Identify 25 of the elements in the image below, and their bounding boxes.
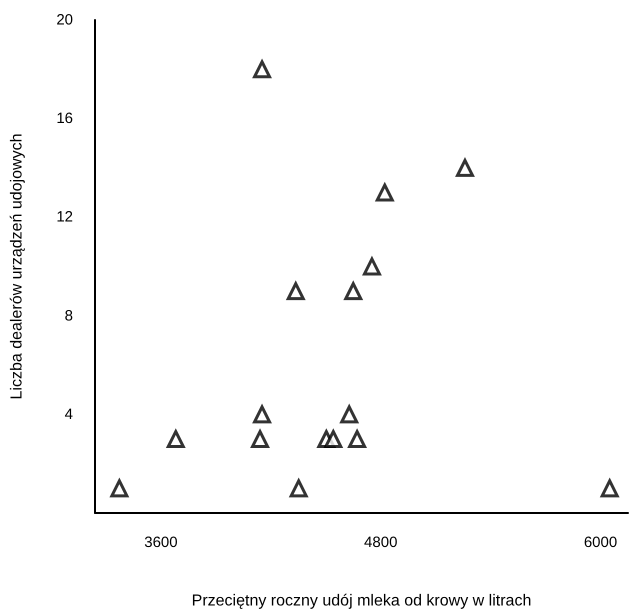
point (251, 430, 270, 448)
point (110, 479, 128, 498)
point (324, 430, 342, 448)
x-tick-label: 4800 (364, 534, 398, 551)
x-tick-label: 3600 (144, 534, 178, 551)
x-axis-title: Przeciętny roczny udój mleka od krowy w litrach (192, 592, 532, 610)
point (348, 430, 366, 448)
y-tick-label: 8 (64, 307, 73, 324)
point (362, 258, 381, 276)
point (600, 479, 619, 498)
y-tick-label: 20 (56, 12, 73, 28)
y-axis-title: Liczba dealerów urządzeń udojowych (8, 134, 26, 400)
y-tick-label: 16 (56, 110, 73, 128)
point (286, 282, 305, 300)
x-tick-label: 6000 (584, 534, 618, 551)
point (253, 60, 272, 78)
y-tick-label: 4 (64, 406, 73, 423)
y-tick-label: 12 (56, 208, 73, 226)
point (166, 430, 185, 448)
point (290, 479, 308, 498)
point (344, 282, 362, 300)
point (456, 158, 474, 177)
point (376, 184, 394, 202)
point (340, 405, 358, 424)
point (253, 405, 272, 424)
